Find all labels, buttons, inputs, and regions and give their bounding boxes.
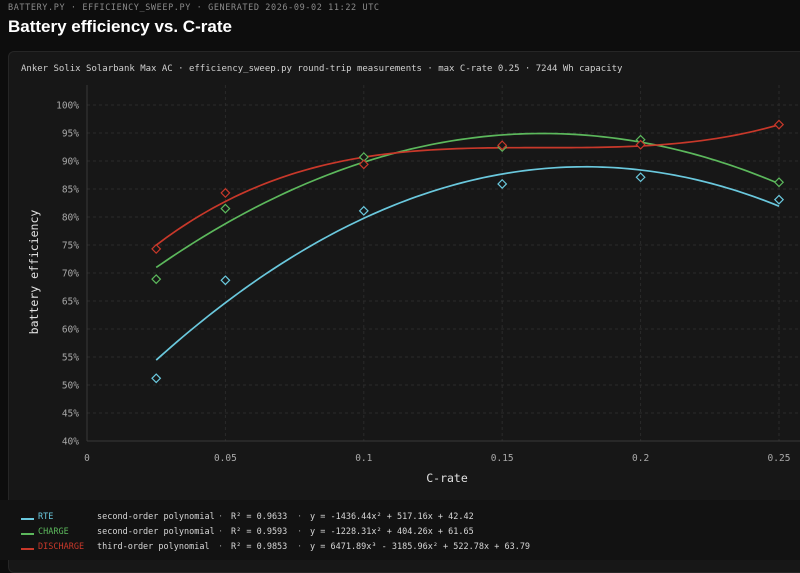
fit-curve-rte xyxy=(155,165,780,361)
data-point-rte xyxy=(773,194,785,205)
data-point-discharge xyxy=(151,243,162,254)
y-tick-label: 90% xyxy=(62,157,79,168)
fit-curve-discharge xyxy=(155,123,780,246)
legend-separator: · xyxy=(297,512,303,522)
data-point-charge xyxy=(151,274,162,285)
y-tick-label: 55% xyxy=(62,353,79,364)
fit-curves xyxy=(155,123,780,361)
y-tick-label: 40% xyxy=(62,437,79,448)
x-axis-label: C-rate xyxy=(426,471,468,485)
legend-item-charge: CHARGE second-order polynomial · R² = 0.… xyxy=(0,527,800,541)
legend-separator: · xyxy=(218,527,224,537)
data-point-discharge xyxy=(497,140,508,151)
legend-equation: y = -1436.44x² + 517.16x + 42.42 xyxy=(310,512,474,522)
breadcrumb: BATTERY.PY · EFFICIENCY_SWEEP.PY · GENER… xyxy=(8,3,380,13)
legend-item-rte: RTE second-order polynomial · R² = 0.963… xyxy=(0,512,800,526)
x-tick-label: 0 xyxy=(84,453,90,464)
data-point-discharge xyxy=(773,119,785,130)
data-point-charge xyxy=(220,203,231,214)
data-point-discharge xyxy=(358,159,369,170)
grid-lines xyxy=(86,85,800,442)
y-tick-label: 65% xyxy=(62,297,79,308)
legend-separator: · xyxy=(218,512,224,522)
legend-equation: y = 6471.89x³ - 3185.96x² + 522.78x + 63… xyxy=(310,542,531,552)
y-tick-label: 75% xyxy=(62,241,79,252)
x-tick-label: 0.15 xyxy=(491,453,514,464)
data-point-rte xyxy=(497,178,508,190)
legend-swatch-discharge xyxy=(21,548,34,550)
y-tick-label: 70% xyxy=(62,269,79,280)
data-point-rte xyxy=(358,205,369,216)
y-tick-label: 60% xyxy=(62,325,79,336)
fit-curve-charge xyxy=(155,132,780,269)
y-axis-label: battery efficiency xyxy=(27,210,41,335)
x-tick-label: 0.2 xyxy=(632,453,649,464)
legend-series-name: CHARGE xyxy=(38,527,69,537)
y-tick-label: 80% xyxy=(62,213,79,224)
data-point-rte xyxy=(151,373,162,384)
x-tick-label: 0.05 xyxy=(214,453,237,464)
legend-swatch-rte xyxy=(21,518,34,520)
legend-swatch-charge xyxy=(21,533,34,535)
legend-equation: y = -1228.31x² + 404.26x + 61.65 xyxy=(310,527,474,537)
y-tick-label: 50% xyxy=(62,381,79,392)
legend-series-name: RTE xyxy=(38,512,54,522)
chart-subtitle: Anker Solix Solarbank Max AC · efficienc… xyxy=(21,64,623,74)
legend-fit-type: second-order polynomial xyxy=(97,512,215,522)
legend-r2: R² = 0.9633 xyxy=(231,512,288,522)
legend-fit-type: second-order polynomial xyxy=(97,527,215,537)
chart-panel xyxy=(8,51,800,573)
legend-fit-type: third-order polynomial xyxy=(97,542,210,552)
data-points xyxy=(151,119,785,384)
x-tick-label: 0.25 xyxy=(768,453,791,464)
legend-separator: · xyxy=(297,542,303,552)
legend-r2: R² = 0.9853 xyxy=(231,542,288,552)
x-tick-label: 0.1 xyxy=(355,453,372,464)
data-point-charge xyxy=(773,177,785,188)
y-tick-label: 100% xyxy=(56,101,79,112)
chart-plot: 40% 45% 50% 55% 60% 65% 70% 75% 80% 85% 90% 95% 100%… xyxy=(27,85,800,485)
legend: RTE second-order polynomial · R² = 0.963… xyxy=(0,500,800,560)
legend-series-name: DISCHARGE xyxy=(38,542,85,552)
y-tick-label: 95% xyxy=(62,129,79,140)
data-point-discharge xyxy=(220,187,231,198)
data-point-discharge xyxy=(635,139,646,150)
page-title: Battery efficiency vs. C-rate xyxy=(8,17,232,36)
legend-r2: R² = 0.9593 xyxy=(231,527,288,537)
legend-item-discharge: DISCHARGE third-order polynomial · R² = … xyxy=(0,542,800,556)
legend-separator: · xyxy=(218,542,224,552)
legend-separator: · xyxy=(297,527,303,537)
data-point-rte xyxy=(220,275,231,286)
y-tick-label: 45% xyxy=(62,409,79,420)
y-tick-label: 85% xyxy=(62,185,79,196)
axes: 40% 45% 50% 55% 60% 65% 70% 75% 80% 85% 90% 95% 100%… xyxy=(56,85,800,464)
data-point-rte xyxy=(635,172,646,183)
